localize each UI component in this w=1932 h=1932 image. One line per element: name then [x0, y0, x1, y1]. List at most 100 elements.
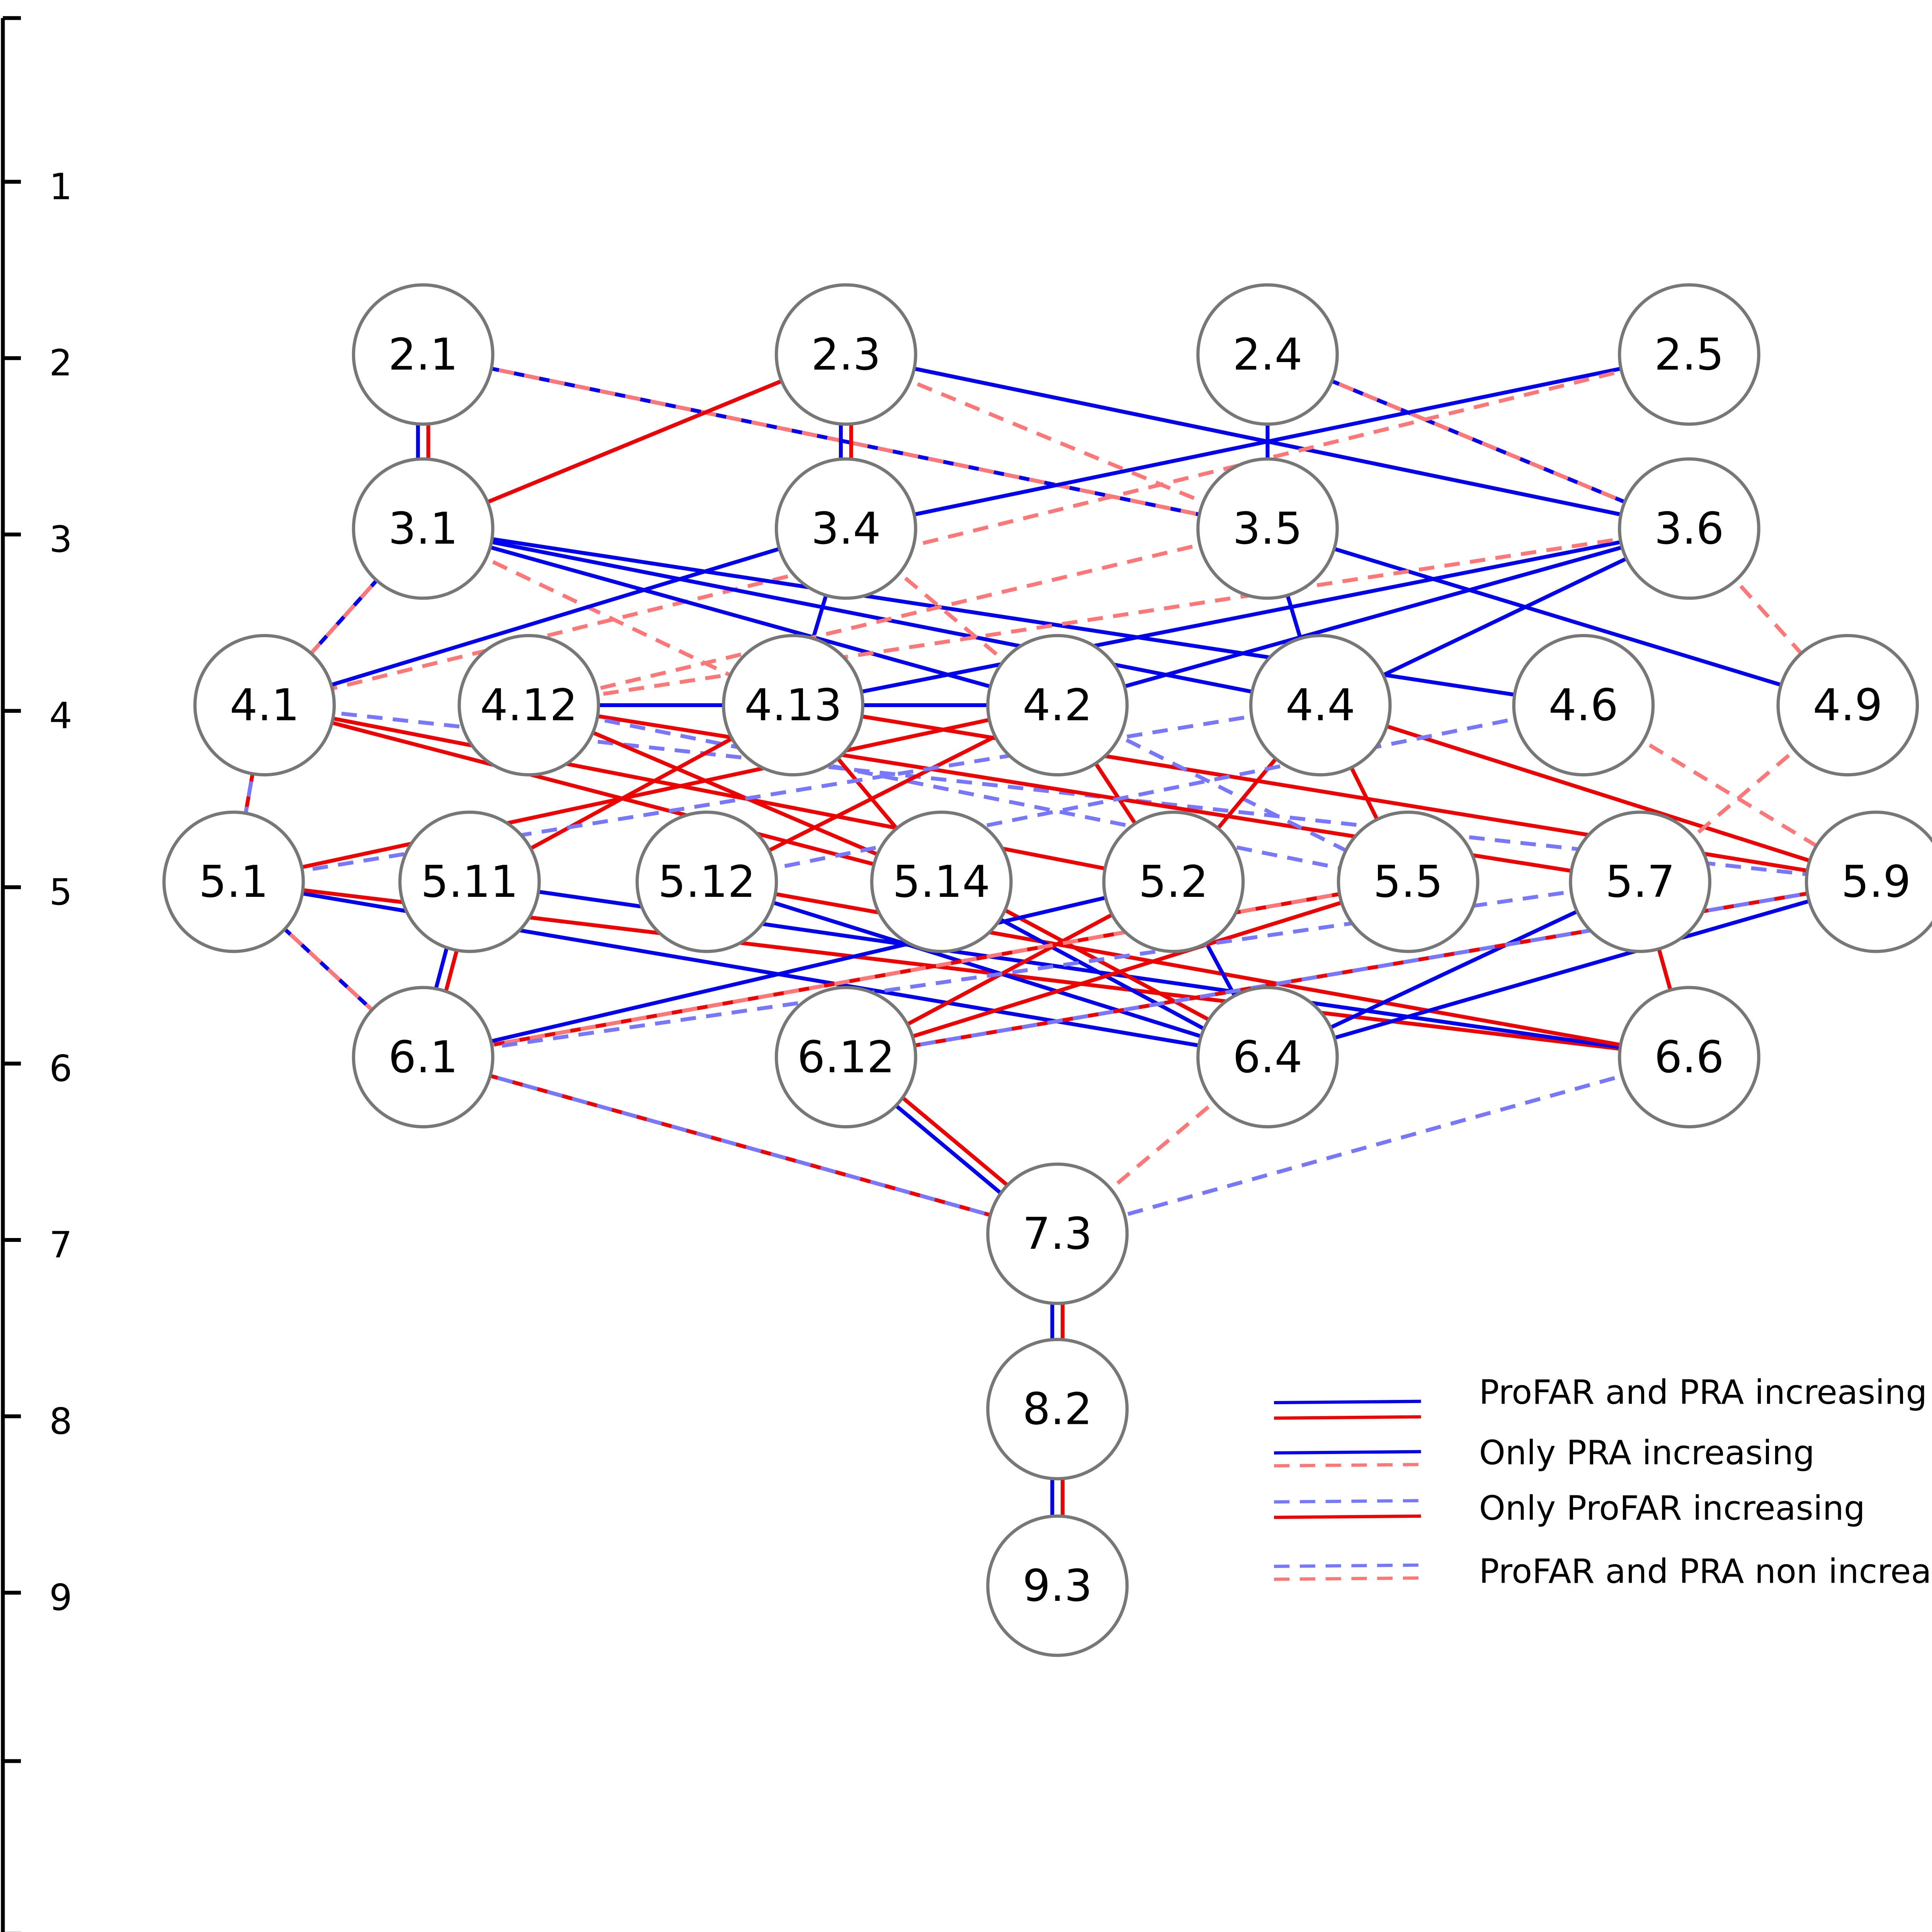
- legend-swatch: [1274, 1400, 1421, 1405]
- edge: [1057, 1055, 1690, 1236]
- edge: [793, 527, 1690, 707]
- edge: [423, 526, 1584, 707]
- node: [193, 634, 336, 777]
- node-label: 6.12: [797, 1032, 895, 1083]
- node: [986, 1338, 1129, 1481]
- node-label: 3.6: [1654, 503, 1724, 554]
- nodes: 2.1 2.3 2.4 2.5 3.1 3.4 3.5 3.6 4.1 4.12 4.13 4.2 4.…: [162, 283, 1932, 1657]
- edge: [845, 527, 1059, 707]
- edge: [422, 1055, 1058, 1236]
- node-label: 5.14: [893, 856, 990, 907]
- edge: [423, 880, 1408, 1059]
- edge: [706, 703, 1584, 884]
- node-label: 5.1: [199, 856, 268, 907]
- edge: [264, 703, 1174, 884]
- node-label: 5.9: [1841, 856, 1911, 907]
- legend-swatch: [1274, 1499, 1421, 1504]
- edge: [233, 703, 1058, 884]
- edge: [1057, 527, 1690, 707]
- level-label: 8: [49, 1400, 72, 1442]
- level-label: 4: [49, 695, 72, 737]
- node-label: 7.3: [1022, 1208, 1092, 1259]
- node: [1249, 634, 1392, 777]
- node: [1196, 457, 1339, 600]
- node: [162, 810, 305, 953]
- edge: [264, 703, 942, 884]
- node: [352, 283, 495, 426]
- edge: [845, 880, 1409, 1059]
- edge: [423, 527, 1321, 707]
- edge: [1267, 880, 1877, 1059]
- edge: [264, 527, 847, 707]
- legend-label: Only ProFAR increasing: [1479, 1489, 1865, 1528]
- legend-swatch: [1274, 1514, 1421, 1519]
- level-label: 1: [49, 166, 72, 208]
- node-label: 4.2: [1022, 680, 1092, 731]
- node-label: 4.9: [1813, 680, 1883, 731]
- node: [457, 634, 600, 777]
- node: [1618, 283, 1760, 426]
- level-label: 2: [49, 342, 72, 384]
- legend: ProFAR and PRA increasing Only PRA increa…: [1274, 1373, 1932, 1591]
- edge: [845, 352, 1690, 531]
- legend-label: ProFAR and PRA increasing: [1479, 1373, 1927, 1412]
- node: [1776, 634, 1919, 777]
- node: [870, 810, 1013, 953]
- node-label: 5.5: [1373, 856, 1443, 907]
- edge: [422, 352, 847, 531]
- node-label: 5.12: [658, 856, 756, 907]
- edge: [528, 526, 1690, 707]
- node-label: 4.6: [1549, 680, 1618, 731]
- node: [775, 457, 917, 600]
- node-label: 3.4: [811, 503, 881, 554]
- node: [635, 810, 778, 953]
- level-axis: 1 2 3 4 5 6 7 8 9: [1, 16, 72, 1932]
- node: [1804, 810, 1932, 953]
- node-label: 3.5: [1233, 503, 1302, 554]
- node: [1512, 634, 1655, 777]
- node-label: 4.1: [230, 680, 299, 731]
- edge: [1320, 703, 1877, 884]
- node-label: 5.11: [421, 856, 519, 907]
- level-label: 3: [49, 519, 72, 561]
- legend-swatch: [1274, 1576, 1421, 1581]
- node: [986, 1514, 1129, 1657]
- node-label: 2.4: [1233, 329, 1302, 380]
- legend-swatch: [1274, 1450, 1421, 1455]
- node: [1569, 810, 1712, 953]
- node-label: 4.13: [744, 680, 842, 731]
- legend-swatch: [1274, 1463, 1421, 1468]
- edge: [423, 352, 1268, 531]
- node: [1618, 986, 1760, 1129]
- edge: [706, 880, 1268, 1059]
- edge: [845, 880, 1877, 1059]
- level-label: 7: [49, 1224, 72, 1266]
- node: [1196, 283, 1339, 426]
- edge: [1267, 352, 1690, 531]
- node-label: 6.1: [388, 1032, 458, 1083]
- node-label: 2.5: [1654, 329, 1724, 380]
- node-label: 6.4: [1233, 1032, 1302, 1083]
- node: [986, 634, 1129, 777]
- edge: [528, 703, 942, 884]
- node-label: 3.1: [388, 503, 458, 554]
- node: [1618, 457, 1760, 600]
- edge: [1056, 1056, 1269, 1235]
- node-label: 5.7: [1605, 856, 1675, 907]
- node: [775, 986, 917, 1129]
- legend-label: Only PRA increasing: [1479, 1434, 1815, 1473]
- level-label: 5: [49, 871, 72, 913]
- edge: [528, 703, 1409, 884]
- node: [398, 810, 541, 953]
- edge: [706, 880, 1690, 1059]
- level-label: 9: [49, 1577, 72, 1619]
- node: [1196, 986, 1339, 1129]
- node-label: 9.3: [1022, 1560, 1092, 1611]
- node-label: 2.1: [388, 329, 458, 380]
- level-label: 6: [49, 1048, 72, 1090]
- node-label: 2.3: [811, 329, 881, 380]
- legend-swatch: [1274, 1415, 1421, 1420]
- node: [986, 1162, 1129, 1305]
- edge: [1267, 527, 1849, 707]
